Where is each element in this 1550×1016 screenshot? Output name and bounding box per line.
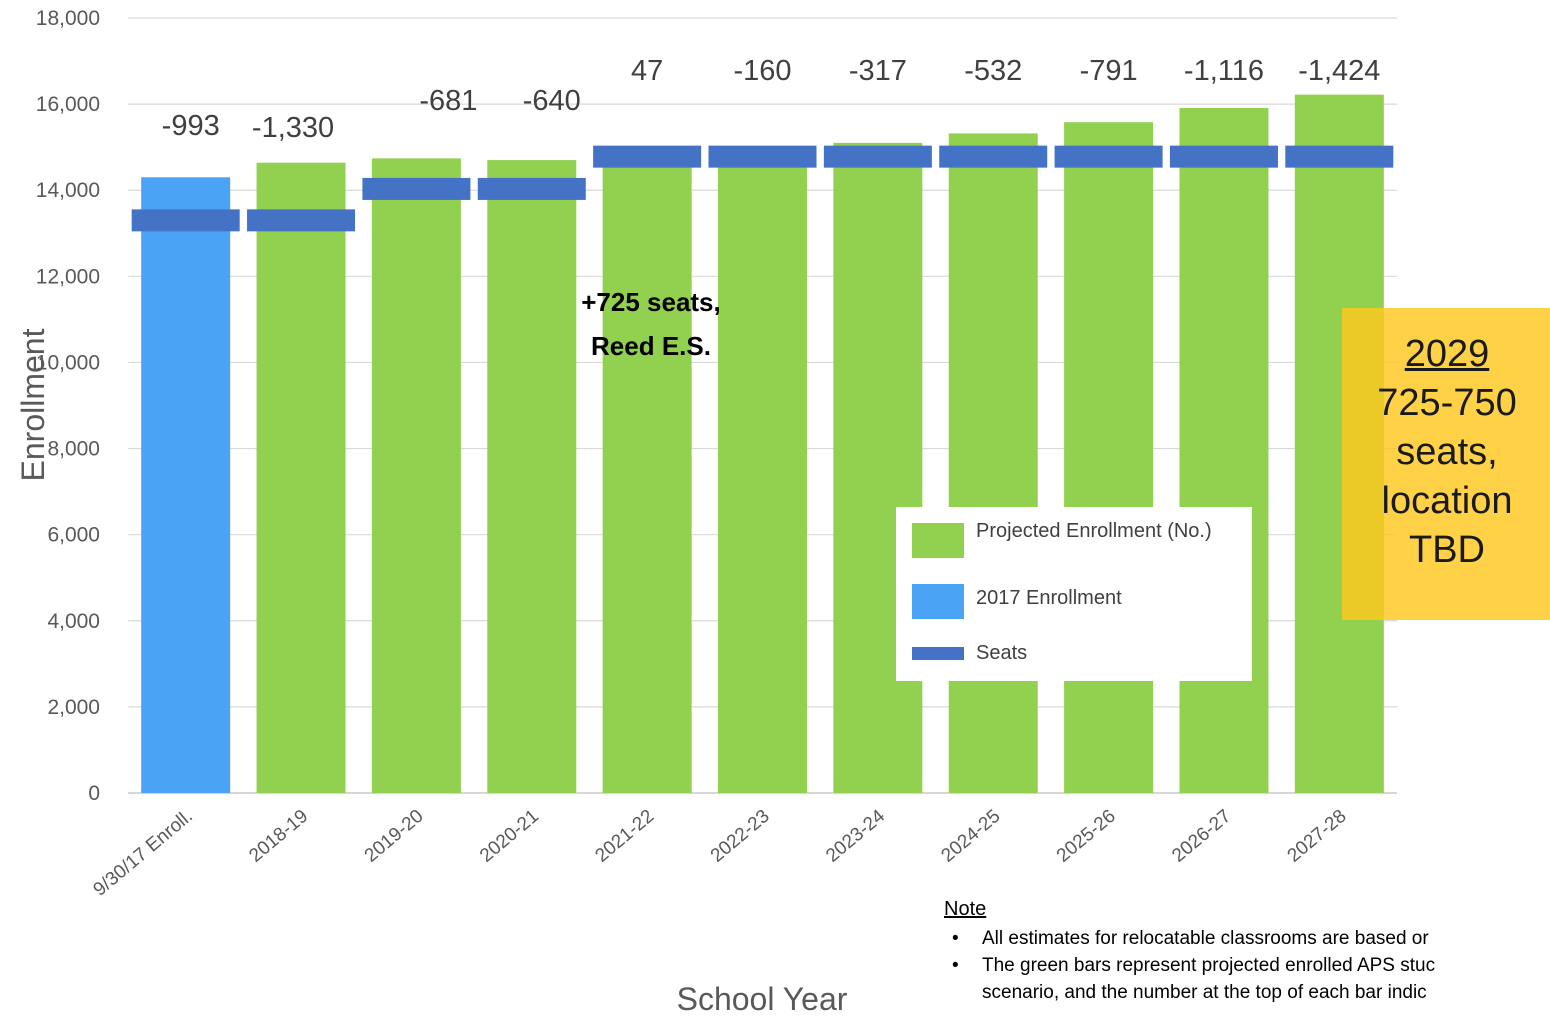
annotation-line-2: Reed E.S.	[591, 331, 711, 361]
y-tick-label: 2,000	[47, 696, 100, 719]
x-tick-label: 2020-21	[476, 806, 543, 867]
data-label: -1,116	[1184, 55, 1264, 87]
seat-marker	[362, 177, 471, 200]
data-labels: -993 -1,330 -681 -640 47 -160 -317 -532 -791 -1,1…	[162, 55, 1381, 144]
bar	[602, 155, 692, 793]
callout-year: 2029	[1404, 333, 1490, 375]
y-tick-label: 6,000	[47, 524, 100, 547]
bar	[371, 158, 461, 794]
bar	[718, 151, 807, 793]
callout-line: 725-750	[1377, 382, 1517, 424]
callout-line: TBD	[1409, 529, 1485, 571]
x-tick-label: 2025-26	[1053, 806, 1120, 867]
data-label: -1,330	[252, 112, 334, 144]
y-axis-title: Enrollment	[15, 328, 51, 481]
seat-marker	[477, 177, 586, 200]
seat-marker	[823, 145, 932, 168]
y-tick-label: 16,000	[36, 93, 100, 116]
data-label: -681	[419, 85, 477, 117]
x-tick-label: 2019-20	[361, 806, 428, 867]
legend-item-seats: Seats	[912, 641, 1216, 665]
x-tick-label: 2022-23	[707, 806, 774, 867]
legend-item-2017: 2017 Enrollment	[912, 584, 1216, 619]
note-bullet: The green bars represent projected enrol…	[944, 952, 1550, 979]
legend-label-2017: 2017 Enrollment	[976, 587, 1122, 609]
bar	[1179, 107, 1269, 794]
note-heading: Note	[944, 898, 987, 920]
legend-label-seats: Seats	[976, 642, 1028, 664]
bar	[256, 162, 346, 793]
data-label: -317	[849, 55, 907, 87]
callout-line: seats,	[1396, 431, 1498, 473]
legend-swatch-projected	[912, 523, 964, 558]
bar	[948, 133, 1038, 793]
callout-line: location	[1381, 480, 1513, 522]
x-axis-title: School Year	[677, 981, 848, 1016]
bar	[487, 160, 577, 794]
legend-label-projected: Projected Enrollment (No.)	[976, 520, 1212, 542]
x-tick-label: 2023-24	[822, 805, 889, 866]
bar	[833, 142, 923, 794]
y-tick-label: 8,000	[47, 438, 100, 461]
data-label: -791	[1080, 55, 1138, 87]
y-tick-label: 10,000	[36, 351, 100, 374]
seat-marker	[1169, 145, 1278, 168]
seat-marker	[1285, 145, 1394, 168]
seat-marker	[1054, 145, 1163, 168]
seat-marker	[247, 209, 356, 232]
y-tick-label: 12,000	[36, 265, 100, 288]
seat-marker	[939, 145, 1048, 168]
data-label: -160	[733, 55, 791, 87]
note-bullet: All estimates for relocatable classrooms…	[944, 925, 1550, 952]
y-tick-label: 4,000	[47, 610, 100, 633]
data-label: -993	[162, 110, 220, 142]
annotation-line-1: +725 seats,	[581, 287, 721, 317]
y-tick-label: 0	[88, 782, 100, 805]
x-tick-label: 9/30/17 Enroll.	[90, 806, 197, 901]
bars	[141, 94, 1384, 794]
y-tick-label: 18,000	[36, 7, 100, 30]
data-label: -1,424	[1298, 55, 1380, 87]
bar	[1064, 122, 1154, 793]
chart-note: Note All estimates for relocatable class…	[944, 896, 1550, 1016]
legend-swatch-seats	[912, 647, 964, 660]
x-axis-ticks: 9/30/17 Enroll. 2018-19 2019-20 2020-21 2021…	[90, 805, 1351, 900]
chart-legend: Projected Enrollment (No.) 2017 Enrollme…	[896, 507, 1252, 681]
bar	[141, 177, 231, 794]
seat-marker	[131, 209, 240, 232]
y-tick-label: 14,000	[36, 179, 100, 202]
data-label: 47	[631, 55, 663, 87]
x-tick-label: 2027-28	[1284, 806, 1351, 867]
x-tick-label: 2021-22	[591, 806, 658, 867]
legend-item-projected: Projected Enrollment (No.)	[912, 519, 1216, 558]
data-label: -532	[964, 55, 1022, 87]
x-tick-label: 2018-19	[245, 806, 312, 867]
seat-marker	[593, 145, 702, 168]
data-label: -640	[523, 85, 581, 117]
x-tick-label: 2026-27	[1168, 806, 1235, 867]
legend-swatch-2017	[912, 584, 964, 619]
y-axis-ticks: 0 2,000 4,000 6,000 8,000 10,000 12,000 14,000 1…	[36, 7, 100, 805]
future-seats-callout: 2029 725-750 seats, location TBD	[1342, 308, 1550, 620]
seat-markers	[131, 145, 1394, 232]
note-bullet-continuation: scenario, and the number at the top of e…	[982, 982, 1427, 1003]
seat-marker	[708, 145, 817, 168]
note-list: All estimates for relocatable classrooms…	[944, 925, 1550, 1006]
x-tick-label: 2024-25	[938, 806, 1005, 867]
